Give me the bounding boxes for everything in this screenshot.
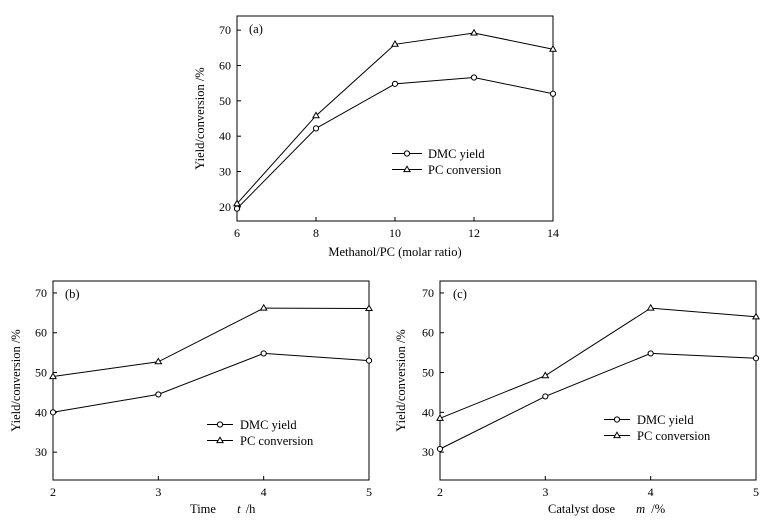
y-tick-label-c-1: 40 <box>422 405 434 419</box>
panel-label-c: (c) <box>453 287 467 301</box>
point-dmc-a-0 <box>233 205 241 212</box>
x-tick-label-c-2: 4 <box>648 485 654 499</box>
panel-a: (a) Methanol/PC (molar ratio) Yield/conv… <box>193 15 559 259</box>
series-line-dmc-b <box>52 352 370 413</box>
x-tick-label-c-1: 3 <box>542 485 548 499</box>
y-tick-label-a-4: 60 <box>219 58 231 72</box>
y-tick-label-b-1: 40 <box>35 405 47 419</box>
point-pc-a-2 <box>391 40 399 47</box>
point-dmc-c-3 <box>752 355 760 362</box>
legend-marker-pc-a <box>403 165 411 173</box>
series-line-pc-b <box>52 307 370 377</box>
x-tick-label-a-0: 6 <box>234 226 240 240</box>
y-tick-label-a-5: 70 <box>219 23 231 37</box>
point-pc-c-1 <box>541 371 550 379</box>
y-tick-label-a-2: 40 <box>219 129 231 143</box>
legend-c: DMC yield PC conversion <box>604 413 711 443</box>
point-pc-c-2 <box>646 303 655 311</box>
legend-label-dmc-b: DMC yield <box>240 418 297 432</box>
legend-marker-dmc-b <box>216 421 224 428</box>
legend-label-pc-a: PC conversion <box>428 163 502 177</box>
point-dmc-a-2 <box>391 80 399 87</box>
point-pc-a-3 <box>470 28 478 36</box>
x-axis-label-c-unit: /% <box>651 502 665 516</box>
x-axis-label-c-var: m <box>636 502 645 516</box>
point-pc-a-0 <box>233 199 241 207</box>
x-axis-label-b-var: t <box>237 502 241 516</box>
point-dmc-c-2 <box>647 350 654 357</box>
y-tick-label-b-3: 60 <box>35 326 47 340</box>
x-tick-label-b-1: 3 <box>155 485 161 499</box>
y-tick-label-a-3: 50 <box>219 94 231 108</box>
x-tick-label-a-4: 14 <box>547 226 559 240</box>
panel-b: (b) Time t /h Yield/conversion /% DMC yi… <box>9 280 373 516</box>
panel-label-a: (a) <box>249 22 263 36</box>
legend-marker-pc-b <box>216 436 224 444</box>
x-axis-label-c: Catalyst dose m /% <box>548 502 665 516</box>
point-dmc-b-1 <box>155 391 162 398</box>
x-tick-label-b-3: 5 <box>366 485 372 499</box>
legend-label-pc-c: PC conversion <box>637 429 711 443</box>
point-pc-c-3 <box>752 312 760 320</box>
y-tick-label-c-4: 70 <box>422 286 434 300</box>
plot-frame-c <box>439 280 757 481</box>
x-tick-label-b-2: 4 <box>261 485 267 499</box>
legend-marker-dmc-c <box>613 416 621 423</box>
series-line-dmc-c <box>439 352 757 450</box>
point-pc-a-1 <box>312 111 320 119</box>
y-tick-label-b-0: 30 <box>35 445 47 459</box>
point-dmc-c-0 <box>436 445 444 453</box>
legend-label-dmc-a: DMC yield <box>428 147 485 161</box>
legend-label-pc-b: PC conversion <box>240 434 314 448</box>
x-tick-label-a-1: 8 <box>313 226 319 240</box>
legend-marker-pc-c <box>613 431 621 439</box>
x-axis-label-b-text: Time <box>190 502 216 516</box>
series-line-pc-c <box>439 307 757 419</box>
point-pc-b-1 <box>154 357 163 365</box>
x-tick-label-b-0: 2 <box>50 485 56 499</box>
series-line-pc-a <box>236 32 554 205</box>
x-axis-label-a: Methanol/PC (molar ratio) <box>328 245 461 259</box>
y-tick-label-c-2: 50 <box>422 366 434 380</box>
x-tick-label-c-3: 5 <box>753 485 759 499</box>
point-pc-b-0 <box>49 372 57 380</box>
legend-a: DMC yield PC conversion <box>392 147 502 177</box>
point-pc-a-4 <box>549 44 557 52</box>
y-tick-label-a-0: 20 <box>219 200 231 214</box>
y-tick-label-b-2: 50 <box>35 366 47 380</box>
point-pc-c-0 <box>436 413 444 421</box>
y-tick-label-b-4: 70 <box>35 286 47 300</box>
x-axis-label-b: Time t /h <box>190 502 256 516</box>
y-tick-label-c-0: 30 <box>422 445 434 459</box>
series-line-dmc-a <box>236 76 554 209</box>
panel-label-b: (b) <box>65 287 80 301</box>
x-axis-label-c-text: Catalyst dose <box>548 502 615 516</box>
legend-b: DMC yield PC conversion <box>207 418 314 448</box>
y-tick-label-a-1: 30 <box>219 165 231 179</box>
point-dmc-a-4 <box>549 90 557 97</box>
point-pc-b-3 <box>365 304 373 311</box>
y-axis-label-c: Yield/conversion /% <box>394 329 408 431</box>
point-dmc-b-3 <box>365 357 373 364</box>
y-axis-label-a: Yield/conversion /% <box>193 67 207 169</box>
point-pc-b-2 <box>259 303 268 311</box>
x-tick-label-a-2: 10 <box>389 226 401 240</box>
legend-label-dmc-c: DMC yield <box>637 413 694 427</box>
y-axis-label-b: Yield/conversion /% <box>9 329 23 431</box>
panel-c: (c) Catalyst dose m /% Yield/conversion … <box>394 280 760 516</box>
x-tick-label-a-3: 12 <box>468 226 480 240</box>
x-tick-label-c-0: 2 <box>437 485 443 499</box>
point-dmc-b-0 <box>49 409 57 416</box>
point-dmc-c-1 <box>542 393 549 400</box>
point-dmc-b-2 <box>260 350 267 357</box>
x-axis-label-b-unit: /h <box>246 502 256 516</box>
point-dmc-a-3 <box>470 74 478 81</box>
legend-marker-dmc-a <box>403 150 411 157</box>
y-tick-label-c-3: 60 <box>422 326 434 340</box>
point-dmc-a-1 <box>312 125 320 132</box>
plot-frame-b <box>52 280 370 481</box>
